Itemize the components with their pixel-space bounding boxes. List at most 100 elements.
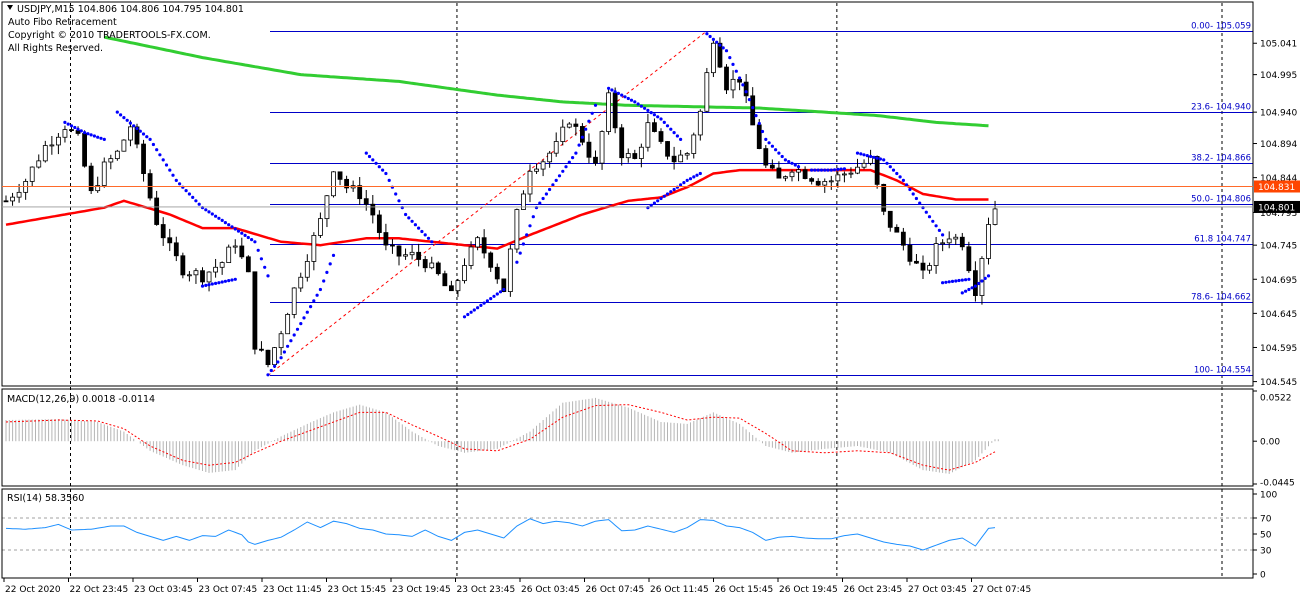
candle-up xyxy=(979,258,985,296)
fibo-level-label: 38.2- 104.866 xyxy=(1191,154,1251,164)
candle-up xyxy=(429,262,435,269)
sar-dot xyxy=(367,154,372,159)
sar-dot xyxy=(233,277,237,281)
price-tick-label: 104.745 xyxy=(1260,242,1297,252)
candle-up xyxy=(29,166,35,182)
sar-dot xyxy=(63,120,67,124)
macd-title: MACD(12,26,9) 0.0018 -0.0114 xyxy=(7,394,155,405)
sar-dot xyxy=(728,56,732,60)
candle-down xyxy=(422,259,428,269)
sar-dot xyxy=(711,37,716,42)
candle-down xyxy=(134,126,140,145)
candle-down xyxy=(448,285,454,292)
sar-dot xyxy=(132,124,136,128)
sar-dot xyxy=(960,291,964,295)
sar-dot xyxy=(518,251,522,255)
sar-dot xyxy=(672,187,676,192)
candle-down xyxy=(160,224,166,239)
sar-dot xyxy=(882,158,886,162)
sar-dot xyxy=(256,248,260,252)
sar-dot xyxy=(397,199,401,203)
time-tick-label: 22 Oct 23:45 xyxy=(70,585,129,595)
sar-dot xyxy=(584,127,588,131)
candle-up xyxy=(711,42,716,74)
sar-dot xyxy=(564,165,568,169)
sar-dot xyxy=(292,333,296,337)
sar-dot xyxy=(718,43,722,47)
sar-dot xyxy=(269,368,273,373)
sar-dot xyxy=(525,233,529,237)
candle-down xyxy=(914,260,919,264)
candle-up xyxy=(796,169,801,173)
sar-dot xyxy=(964,278,968,282)
sar-dot xyxy=(646,206,650,210)
sar-dot xyxy=(934,224,938,228)
sar-dot xyxy=(679,137,683,141)
sar-dot xyxy=(531,215,535,219)
sar-dot xyxy=(610,88,614,92)
time-tick-label: 26 Oct 15:45 xyxy=(715,585,774,595)
price-tick-label: 104.844 xyxy=(1260,174,1297,184)
candle-up xyxy=(331,171,336,197)
sar-dot xyxy=(381,168,385,172)
sar-dot xyxy=(122,116,126,120)
candle-down xyxy=(141,143,146,174)
candle-down xyxy=(501,278,507,292)
sar-dot xyxy=(273,364,277,368)
sar-dot xyxy=(967,287,971,292)
sar-dot xyxy=(253,240,257,244)
sar-dot xyxy=(233,227,237,231)
time-tick-label: 23 Oct 23:45 xyxy=(457,585,516,595)
sar-dot xyxy=(921,206,925,210)
candle-down xyxy=(756,124,762,149)
sar-dot xyxy=(777,151,781,155)
candle-up xyxy=(49,144,55,147)
candle-up xyxy=(835,174,841,182)
candle-up xyxy=(278,333,284,349)
fibo-level-label: 100- 104.554 xyxy=(1194,366,1251,376)
candle-up xyxy=(291,287,297,315)
ma-price-box xyxy=(1254,180,1300,193)
candle-up xyxy=(62,129,68,138)
sar-dot xyxy=(259,257,263,261)
candle-up xyxy=(468,246,474,266)
candle-down xyxy=(396,245,402,257)
sar-dot xyxy=(489,297,493,301)
sar-dot xyxy=(767,141,771,145)
candle-up xyxy=(101,161,107,186)
candle-up xyxy=(953,236,959,240)
sar-dot xyxy=(793,163,797,167)
sar-dot xyxy=(980,279,984,283)
sar-dot xyxy=(86,132,90,136)
sar-dot xyxy=(715,40,719,44)
candle-down xyxy=(337,171,343,180)
candle-down xyxy=(376,214,382,233)
sar-dot xyxy=(842,167,847,171)
sar-dot xyxy=(790,161,794,165)
sar-dot xyxy=(652,113,657,117)
sar-dot xyxy=(168,168,172,172)
sar-dot xyxy=(544,192,549,196)
price-tick-label: 104.545 xyxy=(1260,378,1297,388)
candle-down xyxy=(887,210,893,228)
candle-down xyxy=(3,200,9,203)
sar-dot xyxy=(325,270,329,274)
sar-dot xyxy=(164,163,169,167)
candle-up xyxy=(409,251,415,256)
candle-up xyxy=(128,126,133,141)
sar-dot xyxy=(947,280,951,284)
candle-down xyxy=(435,262,441,275)
sar-dot xyxy=(538,201,542,205)
sar-dot xyxy=(986,274,991,278)
candle-up xyxy=(462,265,467,282)
rsi-title: RSI(14) 58.3560 xyxy=(7,493,84,504)
sar-dot xyxy=(914,196,919,201)
macd-tick-label: -0.0445 xyxy=(1260,479,1295,489)
sar-dot xyxy=(420,229,424,234)
sar-dot xyxy=(115,110,119,114)
fibo-level-label: 78.6- 104.662 xyxy=(1191,293,1251,303)
sar-dot xyxy=(492,294,496,298)
sar-dot xyxy=(236,229,241,233)
